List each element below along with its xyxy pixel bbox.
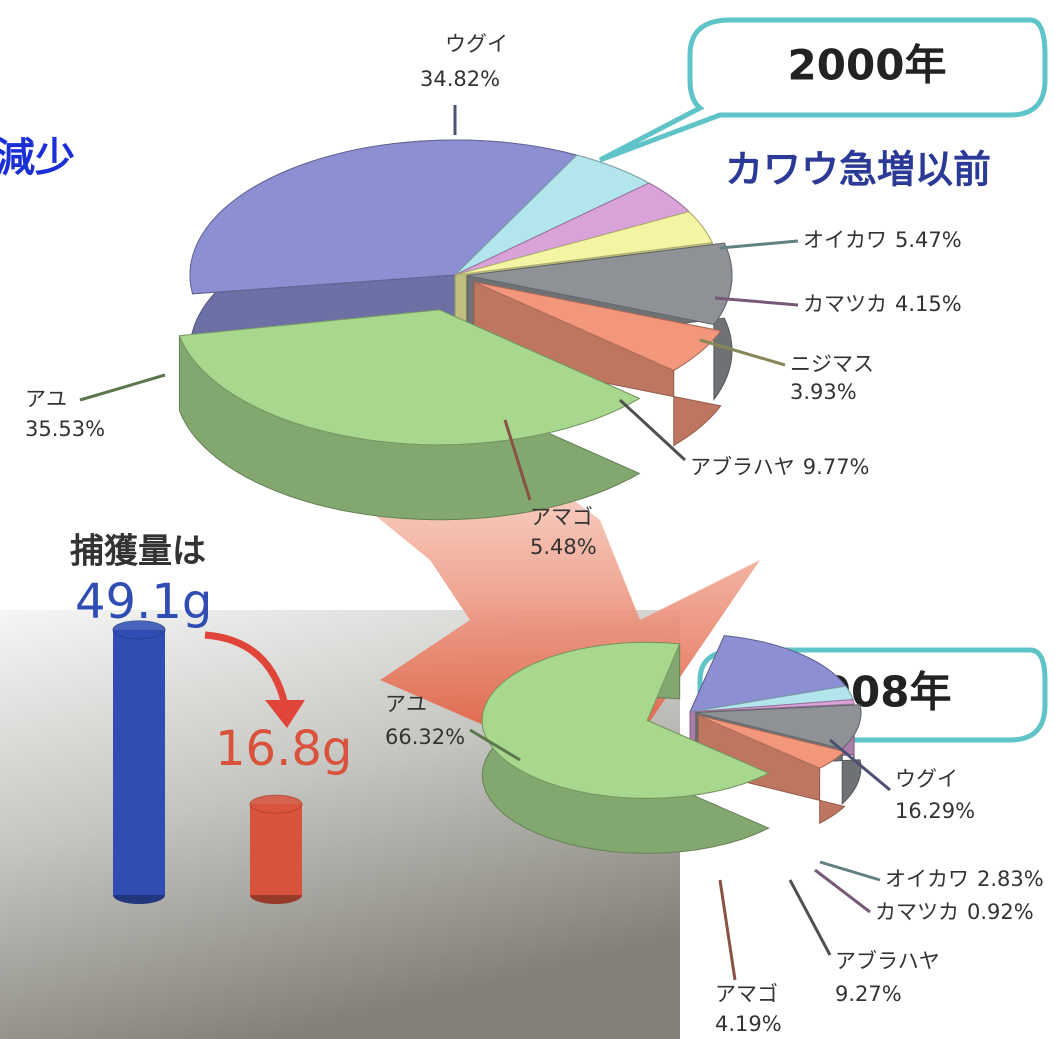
bar-value-label: 49.1g	[75, 574, 212, 630]
bar-title: 捕獲量は	[70, 532, 206, 572]
side-note: 減少	[0, 135, 75, 181]
leader-line	[815, 870, 870, 912]
slice-label: アマゴ	[530, 505, 593, 529]
slice-label: カマツカ	[875, 900, 959, 924]
slice-value-label: 3.93%	[790, 380, 857, 404]
leader-line	[830, 740, 890, 790]
slice-label: カマツカ	[803, 292, 887, 316]
slice-value-label: 9.77%	[803, 455, 870, 479]
leader-line	[80, 375, 165, 400]
slice-label: ウグイ	[895, 767, 958, 791]
slice-value-label: 34.82%	[420, 67, 500, 91]
slice-value-label: 9.27%	[835, 982, 902, 1006]
leader-line	[790, 880, 830, 955]
slice-label: オイカワ	[885, 867, 969, 891]
slice-value-label: 66.32%	[385, 725, 465, 749]
leader-line	[700, 340, 785, 365]
bar-value-label: 16.8g	[215, 721, 352, 777]
slice-value-label: 2.83%	[977, 867, 1044, 891]
bar	[250, 804, 302, 895]
leader-line	[720, 880, 735, 980]
slice-label: アユ	[385, 692, 427, 716]
slice-label: ウグイ	[445, 32, 508, 56]
callout-2000: 2000年	[600, 20, 1045, 160]
page: {"side_note": "減少", "chart_data": [ {"ty…	[0, 0, 1055, 1039]
slice-value-label: 16.29%	[895, 799, 975, 823]
slice-value-label: 4.15%	[895, 292, 962, 316]
slice-value-label: 35.53%	[25, 417, 105, 441]
slice-value-label: 5.47%	[895, 228, 962, 252]
slice-label: ニジマス	[790, 352, 874, 376]
pie-subtitle: カワウ急増以前	[725, 148, 991, 192]
pie-title: 2000年	[788, 41, 947, 90]
slice-value-label: 0.92%	[967, 900, 1034, 924]
bar	[113, 630, 165, 895]
cylinder-top	[250, 795, 302, 813]
slice-value-label: 5.48%	[530, 535, 597, 559]
infographic: 減少 2000年 カワウ急増以前 2008年 捕獲量は ウグイ34.82%オイカ…	[0, 0, 1055, 1039]
leader-line	[820, 862, 880, 880]
slice-label: アブラハヤ	[690, 455, 795, 479]
slice-label: オイカワ	[803, 228, 887, 252]
slice-label: アマゴ	[715, 982, 778, 1006]
slice-value-label: 4.19%	[715, 1012, 782, 1036]
slice-label: アブラハヤ	[835, 949, 940, 973]
slice-label: アユ	[25, 387, 67, 411]
leader-line	[720, 241, 798, 248]
